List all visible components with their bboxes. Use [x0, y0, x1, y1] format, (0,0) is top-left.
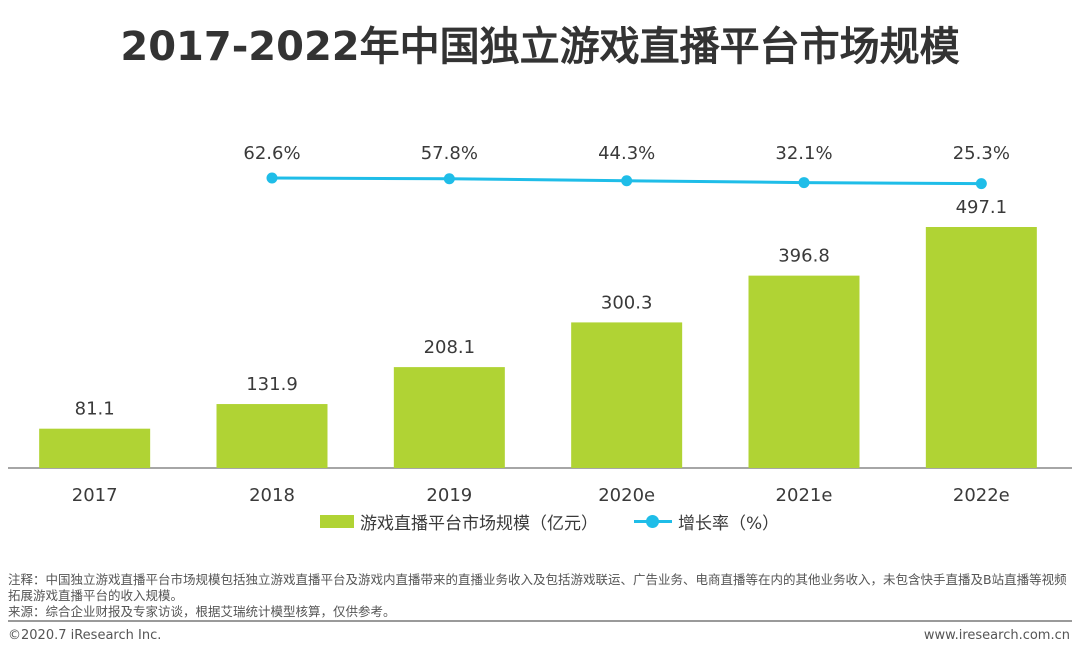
- bar-2020e: [571, 322, 683, 468]
- x-tick-label-2020e: 2020e: [598, 485, 655, 506]
- x-tick-label-2018: 2018: [249, 485, 295, 506]
- bar-value-label-2019: 208.1: [424, 337, 476, 358]
- legend-bar-swatch: [320, 514, 354, 528]
- notes: 注释：中国独立游戏直播平台市场规模包括独立游戏直播平台及游戏内直播带来的直播业务…: [8, 572, 1072, 620]
- growth-rate-label-2022e: 25.3%: [953, 143, 1010, 164]
- growth-rate-label-2020e: 44.3%: [598, 143, 655, 164]
- bar-2021e: [748, 275, 860, 468]
- x-tick-label-2021e: 2021e: [776, 485, 833, 506]
- growth-rate-point-2020e: [621, 175, 633, 187]
- growth-rate-label-2019: 57.8%: [421, 143, 478, 164]
- legend: 游戏直播平台市场规模（亿元） 增长率（%）: [320, 508, 815, 534]
- growth-rate-point-2019: [443, 173, 455, 185]
- legend-item-market-size: 游戏直播平台市场规模（亿元）: [320, 509, 598, 534]
- bar-value-label-2020e: 300.3: [601, 292, 653, 313]
- bar-value-label-2021e: 396.8: [778, 246, 830, 267]
- legend-label-market-size: 游戏直播平台市场规模（亿元）: [360, 513, 598, 534]
- bar-2018: [216, 404, 328, 468]
- x-tick-label-2017: 2017: [72, 485, 118, 506]
- source-text: 来源：综合企业财报及专家访谈，根据艾瑞统计模型核算，仅供参考。: [8, 604, 396, 619]
- x-tick-label-2019: 2019: [426, 485, 472, 506]
- bar-2017: [39, 428, 151, 468]
- bar-2019: [393, 367, 505, 468]
- website-link[interactable]: www.iresearch.com.cn: [923, 628, 1070, 643]
- note-text: 注释：中国独立游戏直播平台市场规模包括独立游戏直播平台及游戏内直播带来的直播业务…: [8, 572, 1067, 603]
- chart-title: 2017-2022年中国独立游戏直播平台市场规模: [120, 24, 960, 70]
- growth-rate-point-2022e: [975, 178, 987, 190]
- bar-value-label-2017: 81.1: [75, 399, 115, 420]
- bar-2022e: [925, 227, 1037, 468]
- growth-rate-point-2018: [266, 172, 278, 184]
- bar-value-label-2018: 131.9: [246, 374, 298, 395]
- growth-rate-label-2021e: 32.1%: [775, 143, 832, 164]
- footer-divider: [8, 620, 1072, 622]
- legend-line-swatch: [634, 514, 672, 528]
- legend-label-growth-rate: 增长率（%）: [678, 513, 780, 534]
- legend-item-growth-rate: 增长率（%）: [634, 509, 779, 534]
- growth-rate-label-2018: 62.6%: [243, 143, 300, 164]
- chart: 81.1 2017 131.9 2018 208.1 2019 300.3 2020e 396.…: [8, 143, 1072, 506]
- x-tick-label-2022e: 2022e: [953, 485, 1010, 506]
- growth-rate-point-2021e: [798, 177, 810, 189]
- bar-value-label-2022e: 497.1: [956, 197, 1008, 218]
- copyright: ©2020.7 iResearch Inc.: [8, 628, 162, 643]
